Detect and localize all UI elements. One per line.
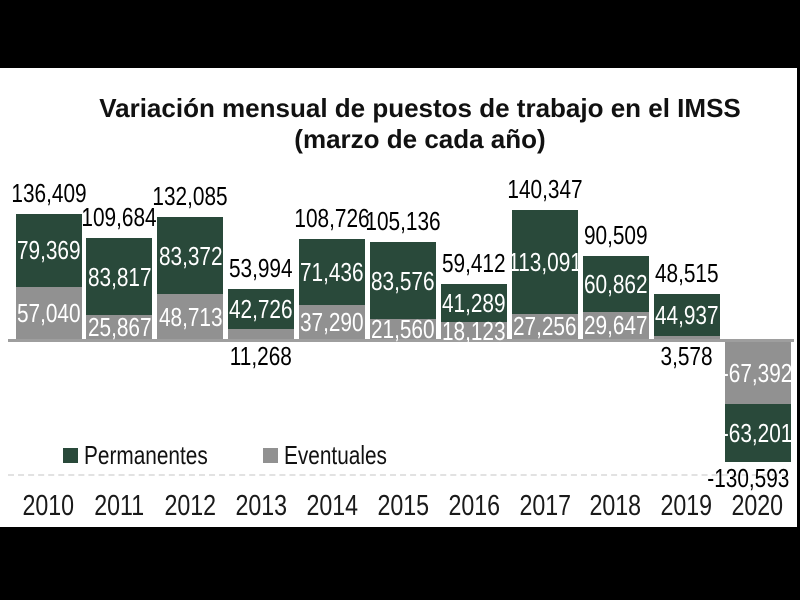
legend-label-eventuales: Eventuales <box>284 440 387 470</box>
bar-eventuales-2014: 37,290 <box>299 304 366 339</box>
x-tick-label-2013: 2013 <box>235 490 287 522</box>
segment-value-label: 41,289 <box>442 288 506 319</box>
x-tick-label-2014: 2014 <box>306 490 358 522</box>
total-label-2016: 59,412 <box>442 248 506 279</box>
legend-swatch-permanentes <box>63 447 78 463</box>
chart-title-line2: (marzo de cada año) <box>294 124 546 154</box>
bar-permanentes-2010: 79,369 <box>15 213 82 287</box>
x-tick-label-2010: 2010 <box>22 490 75 522</box>
x-tick-label-2018: 2018 <box>589 490 642 522</box>
bar-permanentes-2013: 42,726 <box>228 289 295 329</box>
bar-eventuales-2017: 27,256 <box>511 311 578 342</box>
bar-eventuales-2019 <box>653 335 720 339</box>
legend-item-eventuales: Eventuales <box>263 440 413 470</box>
bar-permanentes-2011: 83,817 <box>86 238 153 316</box>
segment-value-label: 71,436 <box>300 256 364 287</box>
chart-area: 79,369 57,040 136,409 2010 83,817 25,867 109,6… <box>0 68 797 527</box>
x-tick-label-2011: 2011 <box>94 490 145 522</box>
segment-value-label: 25,867 <box>87 312 152 343</box>
total-label-2011: 109,684 <box>81 202 157 233</box>
segment-value-label: 44,937 <box>654 300 719 331</box>
segment-value-label: 27,256 <box>512 311 577 342</box>
segment-value-label: 48,713 <box>158 301 223 332</box>
segment-value-label: 60,862 <box>583 268 648 299</box>
dashed-gridline <box>8 474 788 476</box>
bar-permanentes-2020: -63,201 <box>722 404 793 463</box>
legend-label-permanentes: Permanentes <box>84 440 208 470</box>
bar-eventuales-2012: 48,713 <box>157 294 224 339</box>
letterbox-bottom <box>0 527 800 600</box>
segment-value-label: 21,560 <box>371 314 435 345</box>
segment-value-label: 18,123 <box>442 315 506 346</box>
segment-value-label: 79,369 <box>16 235 81 265</box>
bar-permanentes-2018: 60,862 <box>582 255 649 312</box>
x-tick-label-2019: 2019 <box>660 490 713 522</box>
segment-value-label-outside: 3,578 <box>660 341 713 371</box>
letterbox-right <box>797 0 800 600</box>
chart-title: Variación mensual de puestos de trabajo … <box>20 93 800 155</box>
total-label-2018: 90,509 <box>583 219 648 250</box>
total-label-2013: 53,994 <box>229 253 293 284</box>
bar-eventuales-2010: 57,040 <box>15 286 82 339</box>
segment-value-label: -67,392 <box>722 358 793 388</box>
bar-eventuales-2018: 29,647 <box>582 310 649 341</box>
bar-eventuales-2015: 21,560 <box>370 314 436 345</box>
bar-permanentes-2019: 44,937 <box>653 294 720 336</box>
bar-eventuales-2011: 25,867 <box>86 312 153 343</box>
total-label-2014: 108,726 <box>294 202 370 233</box>
bar-permanentes-2012: 83,372 <box>157 217 224 295</box>
chart-canvas: Variación mensual de puestos de trabajo … <box>0 68 797 527</box>
segment-value-label: -63,201 <box>722 418 793 449</box>
segment-value-label: 57,040 <box>16 297 81 328</box>
bar-eventuales-2020: -67,392 <box>722 342 793 404</box>
bar-permanentes-2016: 41,289 <box>440 284 507 323</box>
total-label-2019: 48,515 <box>654 258 719 289</box>
x-tick-label-2020: 2020 <box>731 490 784 522</box>
chart-title-line1: Variación mensual de puestos de trabajo … <box>99 93 741 123</box>
segment-value-label: 83,576 <box>371 265 435 296</box>
legend-swatch-eventuales <box>263 447 278 463</box>
segment-value-label: 42,726 <box>229 293 293 324</box>
letterbox-top <box>0 0 800 68</box>
total-label-2017: 140,347 <box>507 173 583 204</box>
total-label-2020: -130,593 <box>707 463 790 494</box>
x-axis-line <box>8 339 794 342</box>
bar-eventuales-2016: 18,123 <box>440 318 507 344</box>
x-tick-label-2016: 2016 <box>448 490 500 522</box>
x-tick-label-2017: 2017 <box>518 490 571 522</box>
total-label-2015: 105,136 <box>365 206 441 237</box>
bar-permanentes-2014: 71,436 <box>299 238 366 305</box>
legend-item-permanentes: Permanentes <box>63 440 239 470</box>
segment-value-label: 37,290 <box>300 306 364 337</box>
bar-permanentes-2017: 113,091 <box>508 209 582 314</box>
total-label-2012: 132,085 <box>152 181 228 212</box>
segment-value-label: 83,372 <box>158 240 223 271</box>
x-tick-label-2015: 2015 <box>377 490 429 522</box>
bar-eventuales-2013 <box>228 328 295 339</box>
segment-value-label: 83,817 <box>87 261 152 292</box>
total-label-2010: 136,409 <box>10 177 87 208</box>
segment-value-label: 113,091 <box>507 246 582 277</box>
bar-permanentes-2015: 83,576 <box>370 242 436 320</box>
segment-value-label-outside: 11,268 <box>230 341 293 371</box>
x-tick-label-2012: 2012 <box>164 490 217 522</box>
segment-value-label: 29,647 <box>583 310 648 341</box>
